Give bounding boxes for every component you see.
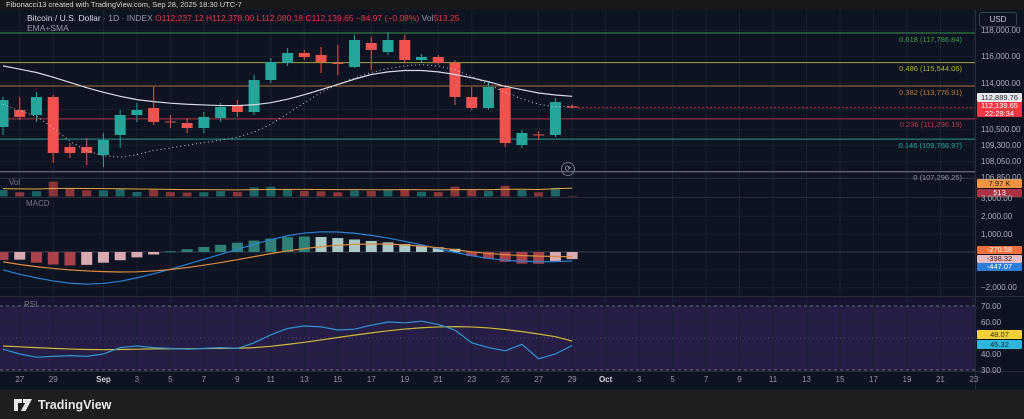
currency-toggle-button[interactable]: USD [979, 12, 1017, 27]
tradingview-logo-icon[interactable] [14, 398, 34, 412]
watermark-text: Fibonacci13 created with TradingView.com… [6, 0, 242, 9]
footer-bar: TradingView [0, 390, 1024, 419]
circular-arrow-icon[interactable]: ⟳ [561, 162, 575, 176]
watermark-bar: Fibonacci13 created with TradingView.com… [0, 0, 1024, 10]
tradingview-brand[interactable]: TradingView [38, 398, 112, 412]
